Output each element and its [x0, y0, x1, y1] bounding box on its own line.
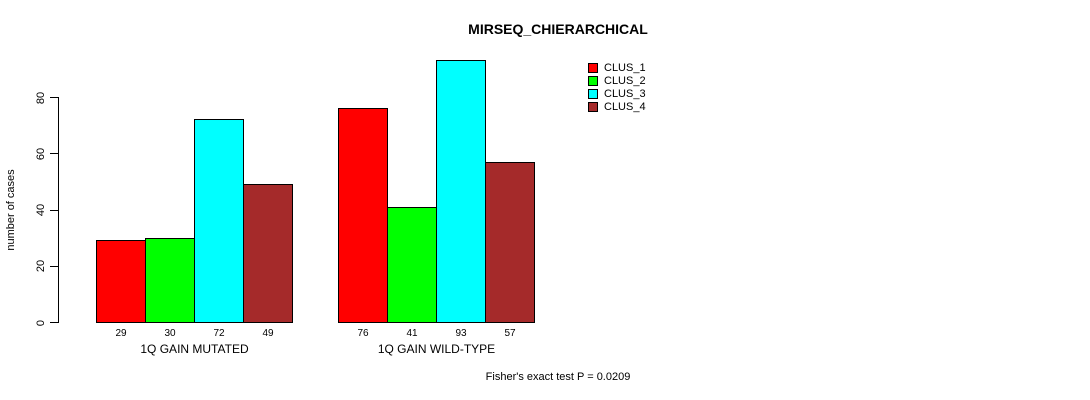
bar-clus_2-2 — [387, 207, 437, 323]
bar-clus_2-1 — [145, 238, 195, 323]
y-axis-line — [58, 97, 59, 323]
bar-clus_4-1 — [243, 184, 293, 323]
bar-clus_3-2 — [436, 60, 486, 323]
y-axis-tick-label: 40 — [35, 203, 47, 217]
bar-clus_4-2 — [485, 162, 535, 323]
y-axis-tick-label: 20 — [35, 260, 47, 273]
bar-value-label: 49 — [262, 328, 274, 339]
legend-label: CLUS_1 — [604, 61, 646, 74]
legend-swatch-icon — [588, 75, 598, 86]
bar-value-label: 57 — [504, 328, 516, 339]
bar-value-label: 30 — [164, 328, 176, 339]
bar-value-label: 72 — [213, 328, 225, 339]
stat-test-annotation: Fisher's exact test P = 0.0209 — [485, 371, 631, 383]
y-axis-tick-label: 60 — [35, 147, 47, 160]
bar-clus_3-1 — [194, 119, 244, 323]
y-axis-tick — [50, 97, 58, 98]
legend-item-clus_4: CLUS_4 — [588, 100, 646, 113]
chart-title: MIRSEQ_CHIERARCHICAL — [468, 21, 648, 37]
legend-label: CLUS_4 — [604, 100, 646, 113]
legend-swatch-icon — [588, 101, 598, 112]
bar-value-label: 93 — [455, 328, 467, 339]
x-category-label: 1Q GAIN MUTATED — [140, 342, 249, 356]
legend-label: CLUS_2 — [604, 74, 646, 87]
legend-swatch-icon — [588, 62, 598, 73]
y-axis-tick — [50, 153, 58, 155]
y-axis-tick — [50, 265, 58, 267]
y-axis-tick — [50, 209, 58, 211]
bar-clus_1-2 — [338, 108, 388, 323]
legend-item-clus_2: CLUS_2 — [588, 74, 646, 87]
legend-label: CLUS_3 — [604, 87, 646, 100]
legend-swatch-icon — [588, 88, 598, 99]
legend: CLUS_1 CLUS_2 CLUS_3 CLUS_4 — [588, 61, 646, 113]
y-axis-tick — [50, 322, 58, 323]
bar-value-label: 41 — [406, 328, 418, 339]
legend-item-clus_3: CLUS_3 — [588, 87, 646, 100]
bar-clus_1-1 — [96, 240, 146, 323]
y-axis-title: number of cases — [5, 169, 17, 251]
legend-item-clus_1: CLUS_1 — [588, 61, 646, 74]
x-category-label: 1Q GAIN WILD-TYPE — [377, 342, 496, 356]
bar-value-label: 29 — [115, 328, 127, 339]
bar-value-label: 76 — [357, 328, 369, 339]
y-axis-tick-label: 80 — [35, 91, 47, 104]
y-axis-tick-label: 0 — [35, 319, 47, 326]
